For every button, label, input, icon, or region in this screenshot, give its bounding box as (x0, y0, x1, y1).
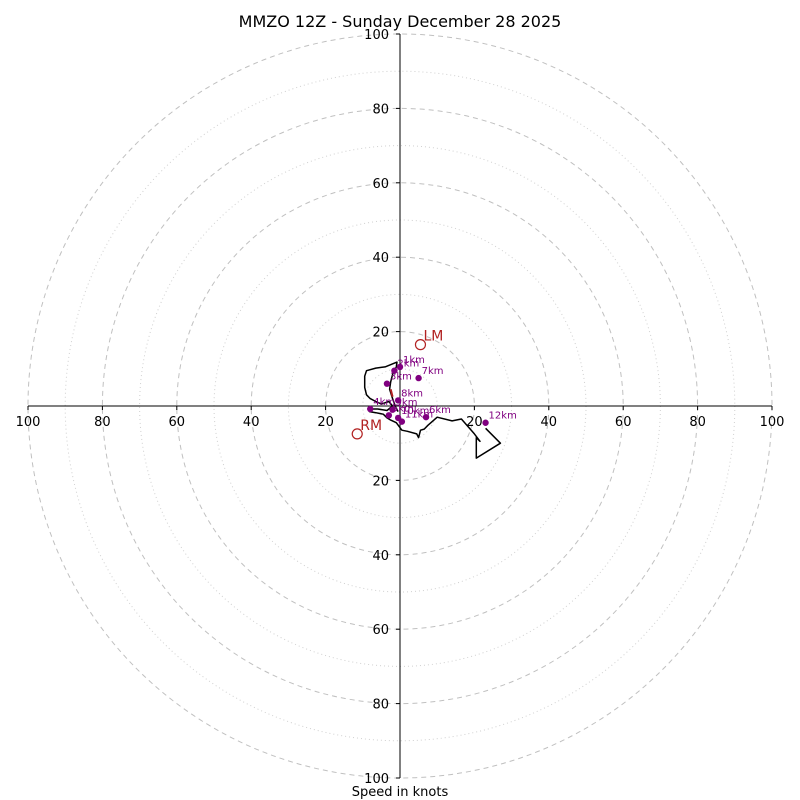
x-tick-label: 40 (541, 415, 558, 430)
axes (28, 34, 772, 778)
y-tick-label: 60 (372, 177, 389, 192)
height-marker-4km (367, 405, 374, 413)
height-marker-8km (394, 397, 402, 404)
y-tick-label: 100 (364, 772, 389, 787)
x-tick-label: 100 (760, 415, 785, 430)
height-marker-7km (415, 374, 422, 382)
y-tick-label: 40 (372, 549, 389, 564)
height-marker-label: 12km (489, 411, 517, 422)
height-marker-9km (389, 406, 396, 413)
height-marker-label: 8km (401, 388, 423, 399)
x-tick-label: 20 (466, 415, 483, 430)
height-marker-12km (482, 419, 489, 426)
mean-wind-vector (389, 389, 394, 397)
y-tick-label: 40 (372, 251, 389, 266)
x-axis-label: Speed in knots (352, 785, 449, 800)
height-marker-label: 4km (373, 397, 395, 408)
chart-title: MMZO 12Z - Sunday December 28 2025 (239, 12, 562, 31)
storm-motion-lm (414, 339, 427, 351)
x-tick-label: 60 (615, 415, 632, 430)
y-tick-label: 80 (372, 102, 389, 117)
height-marker-label: 5km (392, 403, 414, 414)
storm-motion-rm (351, 428, 363, 440)
height-marker-label: 2km (397, 359, 419, 370)
height-marker-1km (396, 363, 404, 371)
height-marker-label: 1km (403, 355, 425, 366)
height-marker-11km (398, 418, 406, 425)
x-tick-label: 40 (243, 415, 260, 430)
height-marker-label: 10km (401, 406, 429, 417)
x-tick-label: 60 (169, 415, 186, 430)
y-tick-label: 80 (372, 698, 389, 713)
height-marker-label: 3km (390, 372, 412, 383)
y-tick-label: 60 (372, 623, 389, 638)
height-marker-label: 11km (405, 410, 433, 421)
storm-motion-label: RM (360, 418, 382, 434)
x-tick-label: 80 (94, 415, 111, 430)
y-tick-label: 20 (372, 474, 389, 489)
height-marker-label: 7km (422, 366, 444, 377)
height-marker-6km (422, 413, 430, 421)
height-marker-3km (383, 380, 391, 387)
height-marker-label: 6km (429, 405, 451, 416)
x-tick-label: 100 (16, 415, 41, 430)
x-tick-label: 80 (689, 415, 706, 430)
height-marker-label: 9km (396, 398, 418, 409)
height-marker-2km (391, 367, 398, 374)
height-marker-5km (385, 412, 393, 419)
y-tick-label: 100 (364, 28, 389, 43)
y-tick-label: 20 (372, 326, 389, 341)
storm-motions: LM RM (351, 329, 443, 440)
storm-motion-label: LM (423, 329, 443, 345)
x-tick-label: 20 (317, 415, 334, 430)
tick-labels: 100 80 60 40 20 20 40 60 80 100 100 80 60 40 20 20 40 60 8… (16, 28, 785, 787)
